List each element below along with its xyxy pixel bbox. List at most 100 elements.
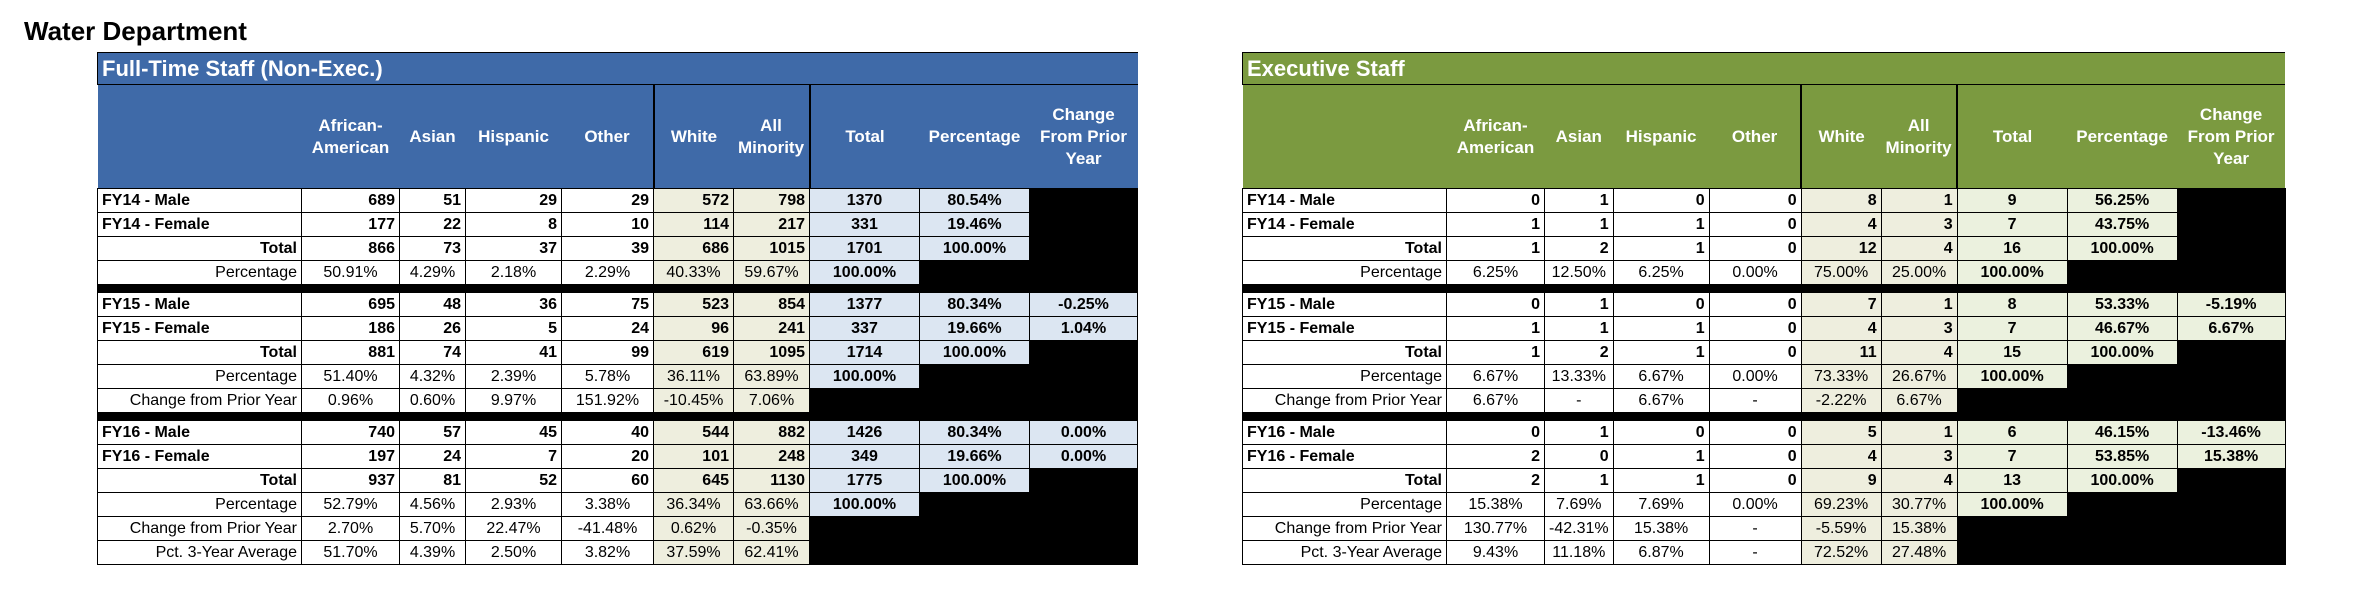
col-african-american: African-American [1446, 84, 1545, 189]
fy15-male-label: FY15 - Male [1242, 292, 1447, 317]
cell: 15.38% [1880, 516, 1958, 541]
cell: 1015 [733, 236, 810, 261]
cell: - [1544, 388, 1614, 413]
cell: 0.00% [1029, 444, 1138, 469]
fy15-female-row: FY15 - Female 186 26 5 24 96 241 337 19.66% 1.04% [97, 316, 1138, 341]
table-title-row: Full-Time Staff (Non-Exec.) [97, 52, 1138, 85]
fy14-total-row: Total 1 2 1 0 12 4 16 100.00% [1242, 236, 2286, 261]
cell: 100.00% [919, 340, 1030, 365]
cell: 2.39% [465, 364, 562, 389]
cell: 3 [1880, 316, 1958, 341]
fy14-male-label: FY14 - Male [97, 188, 302, 213]
cell: 73.33% [1800, 364, 1882, 389]
cell: 51.70% [301, 540, 400, 565]
cell: 0.60% [399, 388, 466, 413]
cell: 0.00% [1708, 260, 1802, 285]
cell: 0 [1708, 188, 1802, 213]
cell: 572 [653, 188, 734, 213]
cell: 46.67% [2066, 316, 2178, 341]
cell: 1 [1544, 420, 1614, 445]
cell: 1.04% [1029, 316, 1138, 341]
cell: 1426 [809, 420, 920, 445]
table-title: Executive Staff [1242, 52, 1802, 85]
fy16-percentage-label: Percentage [1242, 492, 1447, 517]
fy14-female-row: FY14 - Female 1 1 1 0 4 3 7 43.75% [1242, 212, 2286, 237]
cell: 80.34% [919, 420, 1030, 445]
col-change: Change From Prior Year [1029, 84, 1138, 189]
cell: 0 [1612, 420, 1710, 445]
col-total: Total [1956, 84, 2068, 189]
column-header-row: African-American Asian Hispanic Other White A… [1242, 84, 2286, 189]
fy16-avg3-label: Pct. 3-Year Average [1242, 540, 1447, 565]
cell: 40 [561, 420, 654, 445]
cell: 15.38% [2176, 444, 2286, 469]
col-percentage: Percentage [2067, 84, 2178, 189]
col-all-minority: All Minority [733, 84, 810, 189]
cell: 100.00% [809, 260, 920, 285]
cell: 1 [1446, 340, 1545, 365]
cell: 40.33% [653, 260, 734, 285]
cell: 1 [1880, 420, 1958, 445]
fy16-female-row: FY16 - Female 197 24 7 20 101 248 349 19.66% 0.00… [97, 444, 1138, 469]
blank-cell [2066, 260, 2286, 285]
cell: 1714 [809, 340, 920, 365]
blank-cell [1956, 516, 2286, 541]
cell: 1701 [809, 236, 920, 261]
cell: 6.87% [1612, 540, 1710, 565]
cell: 4 [1880, 340, 1958, 365]
cell: 52 [465, 468, 562, 493]
cell: 22 [399, 212, 466, 237]
fy15-change-label: Change from Prior Year [1242, 388, 1447, 413]
cell: 1 [1544, 292, 1614, 317]
cell: 7 [1956, 316, 2068, 341]
cell: 7 [1956, 444, 2068, 469]
cell: 7.69% [1544, 492, 1614, 517]
cell: - [1708, 516, 1802, 541]
fy14-male-row: FY14 - Male 0 1 0 0 8 1 9 56.25% [1242, 188, 2286, 213]
cell: 36 [465, 292, 562, 317]
cell: 1 [1544, 212, 1614, 237]
cell: 3.38% [561, 492, 654, 517]
cell: 0.00% [1708, 492, 1802, 517]
cell: 48 [399, 292, 466, 317]
blank-cell [2066, 364, 2286, 389]
cell: -5.19% [2176, 292, 2286, 317]
cell: 5 [1800, 420, 1882, 445]
cell: 73 [399, 236, 466, 261]
cell [1029, 188, 1138, 213]
cell: 53.33% [2066, 292, 2178, 317]
fy16-avg3-label: Pct. 3-Year Average [97, 540, 302, 565]
cell: 0.00% [1029, 420, 1138, 445]
cell: 186 [301, 316, 400, 341]
cell: 15 [1956, 340, 2068, 365]
cell: 1775 [809, 468, 920, 493]
table-title: Full-Time Staff (Non-Exec.) [97, 52, 654, 85]
fy14-female-row: FY14 - Female 177 22 8 10 114 217 331 19.46% [97, 212, 1138, 237]
cell: 6.25% [1612, 260, 1710, 285]
cell: 6.67% [1446, 364, 1545, 389]
blank-cell [919, 364, 1138, 389]
cell: 7 [1956, 212, 2068, 237]
col-hispanic: Hispanic [1613, 84, 1710, 189]
fy14-total-label: Total [97, 236, 302, 261]
cell: 4 [1800, 212, 1882, 237]
blank-cell [1029, 340, 1138, 365]
cell: 2.93% [465, 492, 562, 517]
fy14-percentage-label: Percentage [97, 260, 302, 285]
blank-cell [1956, 540, 2286, 565]
header-blank [1242, 84, 1447, 189]
cell: 41 [465, 340, 562, 365]
cell: 686 [653, 236, 734, 261]
cell: 11.18% [1544, 540, 1614, 565]
cell: 26.67% [1880, 364, 1958, 389]
cell: -0.25% [1029, 292, 1138, 317]
cell: 29 [465, 188, 562, 213]
cell: 72.52% [1800, 540, 1882, 565]
cell: 4.32% [399, 364, 466, 389]
cell: 1130 [733, 468, 810, 493]
cell: 523 [653, 292, 734, 317]
cell: 740 [301, 420, 400, 445]
col-hispanic: Hispanic [465, 84, 562, 189]
cell: 50.91% [301, 260, 400, 285]
cell: 2 [1446, 444, 1545, 469]
